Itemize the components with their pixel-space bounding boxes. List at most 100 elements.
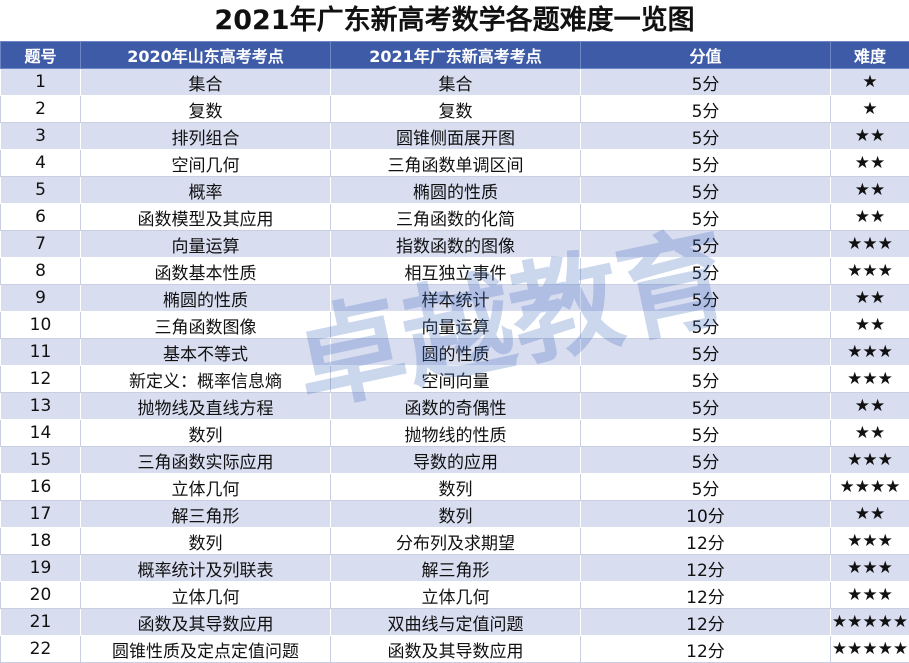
- table-cell: ★★★: [831, 555, 909, 582]
- header-cell: 2020年山东高考考点: [81, 42, 331, 69]
- table-cell: 空间几何: [81, 150, 331, 177]
- table-cell: 双曲线与定值问题: [331, 609, 581, 636]
- table-cell: 11: [1, 339, 81, 366]
- table-cell: 5分: [581, 150, 831, 177]
- table-cell: 函数及其导数应用: [331, 636, 581, 663]
- table-cell: 空间向量: [331, 366, 581, 393]
- table-cell: 12分: [581, 636, 831, 663]
- table-cell: ★★★★: [831, 474, 909, 501]
- table-cell: 5分: [581, 69, 831, 96]
- table-cell: 三角函数单调区间: [331, 150, 581, 177]
- table-cell: 解三角形: [81, 501, 331, 528]
- table-cell: 抛物线的性质: [331, 420, 581, 447]
- table-cell: 5分: [581, 177, 831, 204]
- table-cell: 5分: [581, 339, 831, 366]
- table-cell: 概率统计及列联表: [81, 555, 331, 582]
- table-cell: 12: [1, 366, 81, 393]
- table-cell: 10: [1, 312, 81, 339]
- table-cell: 1: [1, 69, 81, 96]
- table-cell: 19: [1, 555, 81, 582]
- table-cell: 15: [1, 447, 81, 474]
- header-cell: 题号: [1, 42, 81, 69]
- table-cell: ★★: [831, 285, 909, 312]
- table-cell: 5分: [581, 204, 831, 231]
- table-cell: 三角函数实际应用: [81, 447, 331, 474]
- table-cell: 数列: [331, 474, 581, 501]
- header-cell: 难度: [831, 42, 909, 69]
- table-cell: ★★: [831, 393, 909, 420]
- table-cell: ★: [831, 96, 909, 123]
- table-cell: 基本不等式: [81, 339, 331, 366]
- table-cell: 10分: [581, 501, 831, 528]
- table-cell: 5分: [581, 474, 831, 501]
- table-cell: ★★: [831, 123, 909, 150]
- table-cell: 5分: [581, 420, 831, 447]
- table-cell: 3: [1, 123, 81, 150]
- table-cell: 8: [1, 258, 81, 285]
- table-cell: 17: [1, 501, 81, 528]
- table-cell: 三角函数的化简: [331, 204, 581, 231]
- table-cell: ★★★: [831, 258, 909, 285]
- table-cell: 数列: [81, 528, 331, 555]
- table-cell: 分布列及求期望: [331, 528, 581, 555]
- table-cell: 相互独立事件: [331, 258, 581, 285]
- table-cell: 函数模型及其应用: [81, 204, 331, 231]
- table-cell: 向量运算: [331, 312, 581, 339]
- table-cell: 椭圆的性质: [331, 177, 581, 204]
- table-cell: 5分: [581, 312, 831, 339]
- table-cell: 立体几何: [81, 582, 331, 609]
- table-cell: ★★★: [831, 231, 909, 258]
- table-cell: 13: [1, 393, 81, 420]
- table-cell: 5分: [581, 123, 831, 150]
- table-cell: ★★: [831, 177, 909, 204]
- table-cell: 复数: [331, 96, 581, 123]
- table-cell: 9: [1, 285, 81, 312]
- table-cell: 5: [1, 177, 81, 204]
- table-cell: ★★★: [831, 528, 909, 555]
- table-cell: 函数基本性质: [81, 258, 331, 285]
- table-cell: 18: [1, 528, 81, 555]
- table-cell: 2: [1, 96, 81, 123]
- table-cell: 新定义：概率信息熵: [81, 366, 331, 393]
- table-cell: 集合: [81, 69, 331, 96]
- table-cell: 向量运算: [81, 231, 331, 258]
- header-cell: 2021年广东新高考考点: [331, 42, 581, 69]
- table-cell: 立体几何: [81, 474, 331, 501]
- table-cell: 函数及其导数应用: [81, 609, 331, 636]
- table-cell: 圆锥性质及定点定值问题: [81, 636, 331, 663]
- table-cell: ★★★: [831, 366, 909, 393]
- table-cell: 22: [1, 636, 81, 663]
- table-cell: 7: [1, 231, 81, 258]
- table-cell: 指数函数的图像: [331, 231, 581, 258]
- table-cell: 21: [1, 609, 81, 636]
- table-cell: 数列: [331, 501, 581, 528]
- table-cell: 4: [1, 150, 81, 177]
- table-cell: 5分: [581, 366, 831, 393]
- table-cell: ★★★: [831, 582, 909, 609]
- table-cell: 5分: [581, 285, 831, 312]
- table-cell: 排列组合: [81, 123, 331, 150]
- table-cell: ★★★★★: [831, 636, 909, 663]
- table-cell: ★★★★★: [831, 609, 909, 636]
- table-cell: 椭圆的性质: [81, 285, 331, 312]
- table-cell: 解三角形: [331, 555, 581, 582]
